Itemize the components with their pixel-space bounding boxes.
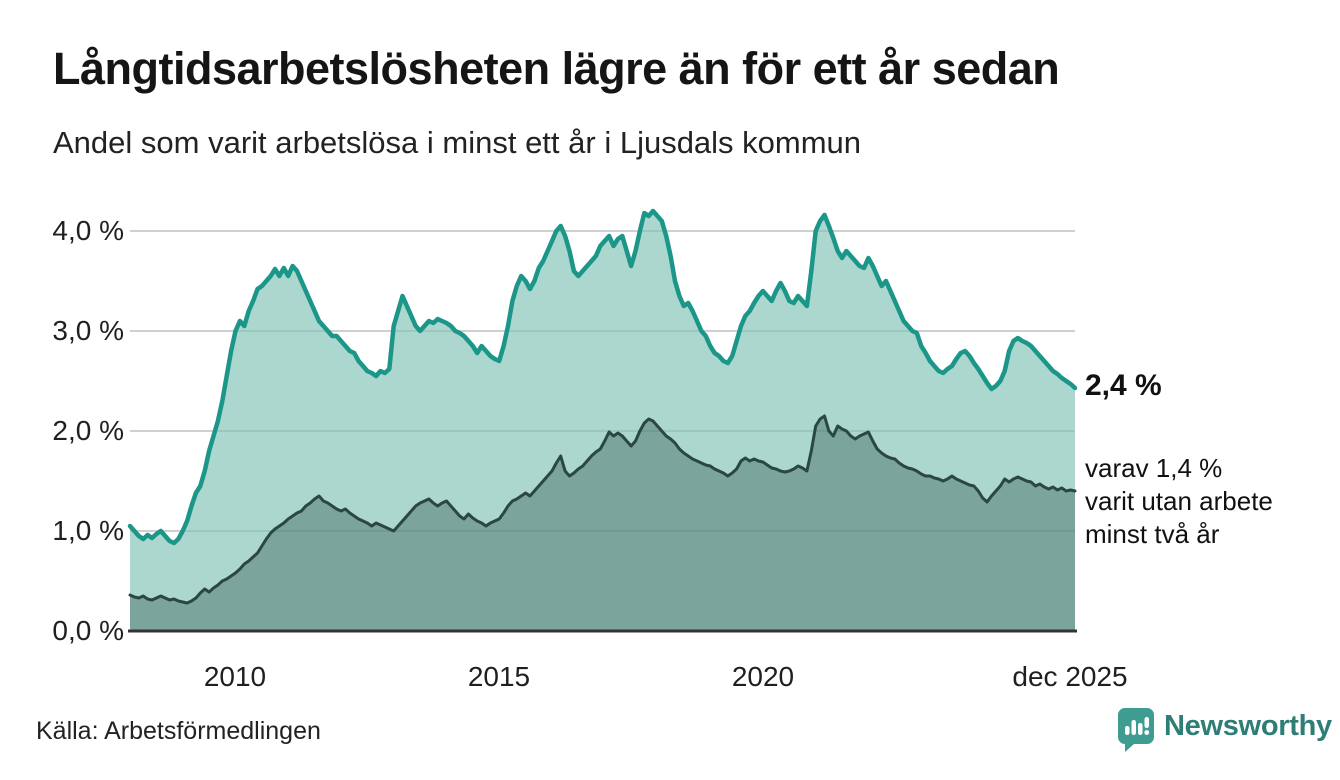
sub-annotation-line: minst två år: [1085, 519, 1220, 549]
mini-bar-chart-glyph: [1125, 717, 1150, 735]
mini-bar-1: [1125, 726, 1130, 735]
end-value-annotation: 2,4 %: [1085, 369, 1162, 402]
x-tick-label: 2015: [467, 661, 531, 692]
y-tick-label: 1,0 %: [52, 515, 124, 546]
mini-exclamation-dot: [1144, 730, 1150, 735]
mini-bar-2: [1131, 720, 1136, 735]
mini-bar-3: [1138, 723, 1143, 735]
source-label: Källa: Arbetsförmedlingen: [36, 717, 321, 745]
area-unemployed-two-years: [130, 416, 1075, 631]
mini-exclamation-bar: [1144, 717, 1149, 728]
y-tick-label: 0,0 %: [52, 615, 124, 646]
newsworthy-bubble-chart-icon: [1118, 708, 1154, 752]
x-tick-label: 2010: [203, 661, 267, 692]
line-unemployed-two-years: [128, 414, 1077, 605]
sub-annotation: varav 1,4 % varit utan arbete minst två …: [1085, 452, 1273, 551]
page-subtitle: Andel som varit arbetslösa i minst ett å…: [53, 125, 862, 160]
y-tick-label: 3,0 %: [52, 315, 124, 346]
newsworthy-logo: Newsworthy: [1117, 707, 1332, 753]
page-title: Långtidsarbetslösheten lägre än för ett …: [53, 43, 1060, 94]
y-tick-label: 2,0 %: [52, 415, 124, 446]
x-tick-label: dec 2025: [1012, 661, 1128, 692]
y-tick-label: 4,0 %: [52, 215, 124, 246]
line-unemployed-one-year: [127, 208, 1078, 546]
sub-annotation-line: varav 1,4 %: [1085, 453, 1223, 483]
brand-name: Newsworthy: [1164, 710, 1332, 742]
sub-annotation-line: varit utan arbete: [1085, 486, 1273, 516]
x-tick-label: 2020: [731, 661, 795, 692]
